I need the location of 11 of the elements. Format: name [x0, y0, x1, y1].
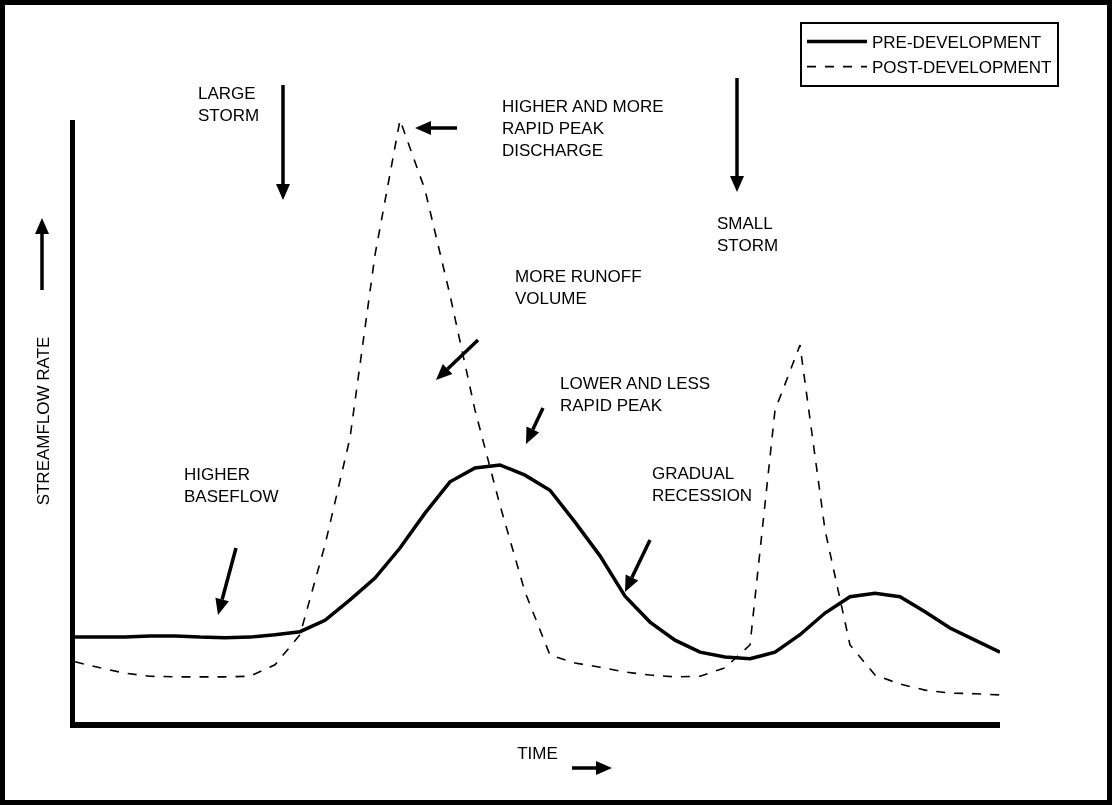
y-axis-title: STREAMFLOW RATE [33, 336, 53, 506]
annotation: LARGE STORM [198, 84, 260, 126]
legend-label: PRE-DEVELOPMENT [872, 33, 1042, 53]
annotation: GRADUAL RECESSION [652, 464, 753, 506]
annotation: SMALL STORM [717, 214, 779, 256]
legend-label: POST-DEVELOPMENT [872, 58, 1052, 78]
annotation: HIGHER BASEFLOW [184, 465, 279, 507]
annotation: HIGHER AND MORE RAPID PEAK DISCHARGE [502, 97, 664, 161]
x-axis-title: TIME [517, 743, 558, 763]
annotation: LOWER AND LESS RAPID PEAK [560, 374, 711, 416]
annotation: MORE RUNOFF VOLUME [515, 267, 642, 309]
